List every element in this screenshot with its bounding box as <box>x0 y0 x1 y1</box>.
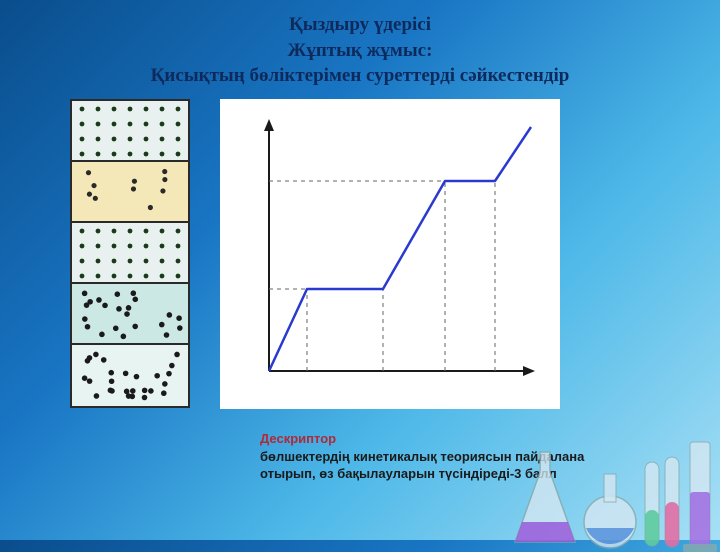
state-box-0 <box>72 101 188 162</box>
content-row <box>20 99 700 409</box>
title-line-2: Жұптық жұмыс: <box>20 38 700 64</box>
state-box-3 <box>72 284 188 345</box>
particle-states-column <box>70 99 190 408</box>
title-line-3: Қисықтың бөліктерімен суреттерді сәйкест… <box>20 63 700 89</box>
state-svg-4 <box>72 345 188 406</box>
state-box-2 <box>72 223 188 284</box>
state-svg-0 <box>72 101 188 162</box>
state-svg-3 <box>72 284 188 345</box>
state-svg-1 <box>72 162 188 223</box>
heating-curve-chart <box>220 99 560 409</box>
slide: Қыздыру үдерісі Жұптық жұмыс: Қисықтың б… <box>0 0 720 540</box>
descriptor-header: Дескриптор <box>260 431 336 446</box>
title-line-1: Қыздыру үдерісі <box>20 12 700 38</box>
title-block: Қыздыру үдерісі Жұптық жұмыс: Қисықтың б… <box>20 12 700 89</box>
state-box-1 <box>72 162 188 223</box>
glassware-decoration <box>500 402 720 552</box>
state-box-4 <box>72 345 188 406</box>
state-svg-2 <box>72 223 188 284</box>
chart-svg <box>235 109 545 399</box>
